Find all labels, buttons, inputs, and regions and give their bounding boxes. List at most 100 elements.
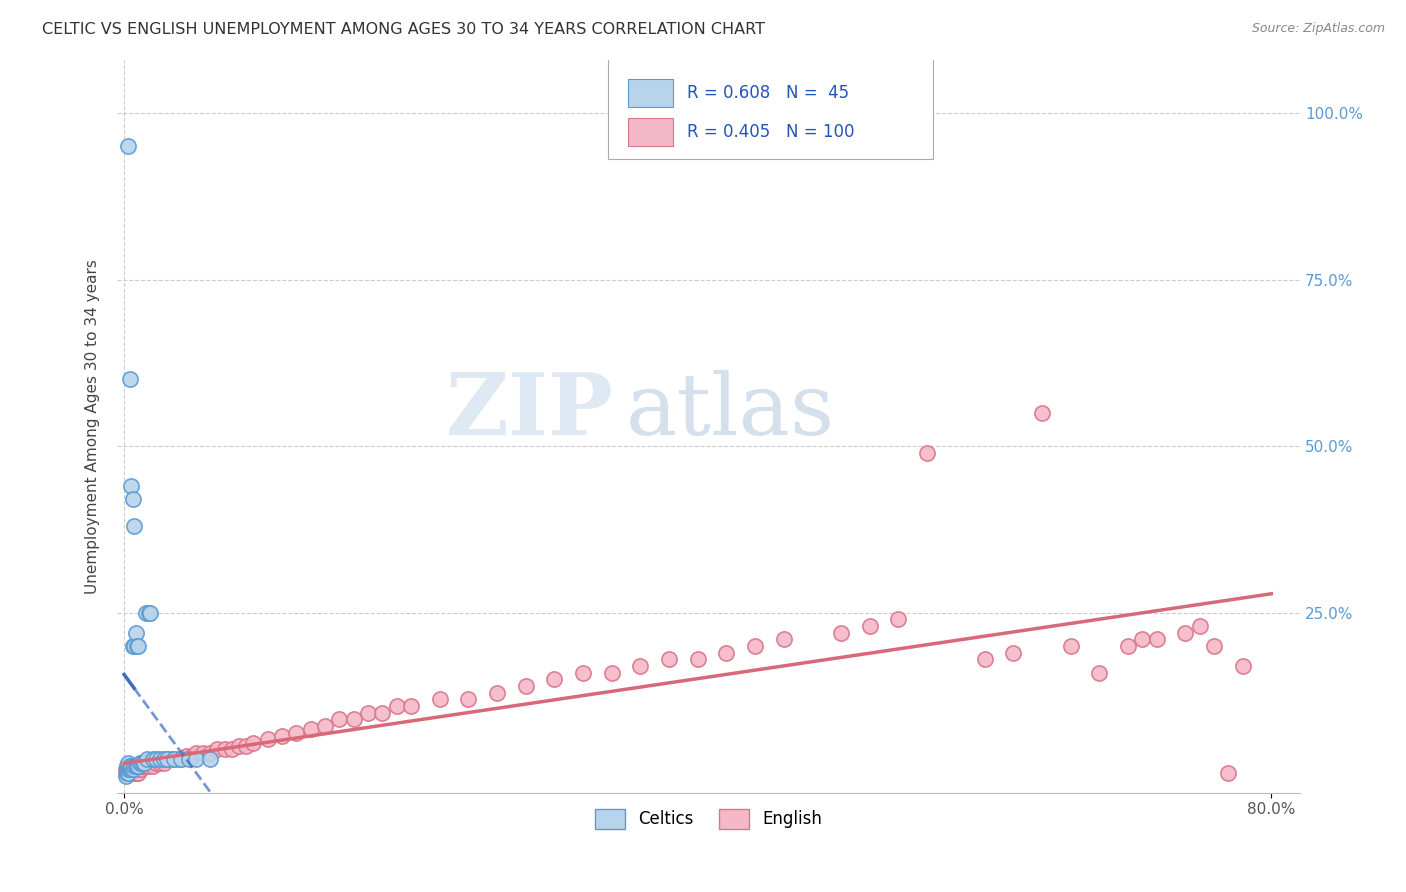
Point <box>153 756 176 770</box>
Point <box>180 749 202 764</box>
Bar <box>628 119 673 146</box>
Text: Source: ZipAtlas.com: Source: ZipAtlas.com <box>1251 22 1385 36</box>
Point <box>120 765 142 780</box>
Point <box>118 759 141 773</box>
Point <box>121 762 143 776</box>
Point <box>120 759 142 773</box>
Point <box>131 756 153 770</box>
Point <box>156 752 179 766</box>
Point <box>543 673 565 687</box>
Point <box>686 652 709 666</box>
Point <box>127 759 149 773</box>
Point <box>114 765 136 780</box>
Point <box>117 765 139 780</box>
Point <box>184 746 207 760</box>
Point <box>149 756 172 770</box>
Point <box>156 752 179 766</box>
Point <box>242 736 264 750</box>
Point <box>342 712 364 726</box>
Point <box>1188 619 1211 633</box>
Text: CELTIC VS ENGLISH UNEMPLOYMENT AMONG AGES 30 TO 34 YEARS CORRELATION CHART: CELTIC VS ENGLISH UNEMPLOYMENT AMONG AGE… <box>42 22 765 37</box>
Point <box>1232 659 1254 673</box>
Point <box>124 625 146 640</box>
Point <box>117 759 139 773</box>
Point <box>153 752 176 766</box>
Point <box>357 706 380 720</box>
Text: atlas: atlas <box>626 370 835 453</box>
Point <box>115 759 138 773</box>
Point <box>572 665 595 680</box>
Point <box>1031 406 1053 420</box>
Point <box>127 639 149 653</box>
Point <box>485 686 508 700</box>
Point <box>138 759 160 773</box>
Point <box>115 762 138 776</box>
Point <box>1146 632 1168 647</box>
Point <box>145 752 167 766</box>
Text: R = 0.405   N = 100: R = 0.405 N = 100 <box>688 123 855 142</box>
Point <box>177 752 200 766</box>
Point <box>221 742 243 756</box>
Point <box>600 665 623 680</box>
Point <box>122 759 145 773</box>
Point <box>859 619 882 633</box>
Point <box>115 762 138 776</box>
Point <box>139 756 162 770</box>
Point <box>122 762 145 776</box>
Point <box>117 756 139 770</box>
Point <box>235 739 257 753</box>
Point <box>174 749 197 764</box>
Point <box>142 752 165 766</box>
Point <box>658 652 681 666</box>
Point <box>132 756 155 770</box>
Point <box>125 759 148 773</box>
Point <box>136 752 159 766</box>
Point <box>118 762 141 776</box>
Point <box>314 719 336 733</box>
Point <box>184 752 207 766</box>
Point <box>115 765 138 780</box>
Point <box>457 692 479 706</box>
Point <box>120 762 142 776</box>
Point <box>134 759 156 773</box>
Point <box>1218 765 1240 780</box>
Point <box>118 764 141 779</box>
Point <box>117 765 139 780</box>
Point <box>121 762 143 776</box>
Point <box>228 739 250 753</box>
Point <box>887 612 910 626</box>
Point <box>125 765 148 780</box>
Point <box>328 712 350 726</box>
Point <box>772 632 794 647</box>
Point <box>163 752 186 766</box>
Point <box>198 752 221 766</box>
Point <box>127 765 149 780</box>
Point <box>115 759 138 773</box>
Y-axis label: Unemployment Among Ages 30 to 34 years: Unemployment Among Ages 30 to 34 years <box>86 259 100 593</box>
Point <box>122 519 145 533</box>
Point <box>132 759 155 773</box>
Point <box>145 756 167 770</box>
Point <box>117 759 139 773</box>
Point <box>973 652 995 666</box>
Point <box>124 765 146 780</box>
Point <box>142 759 165 773</box>
Point <box>139 606 162 620</box>
Point <box>1174 625 1197 640</box>
Point <box>135 606 157 620</box>
Point <box>121 764 143 779</box>
Point <box>515 679 537 693</box>
Bar <box>628 78 673 107</box>
Point <box>124 759 146 773</box>
Point <box>207 742 229 756</box>
Text: ZIP: ZIP <box>446 369 614 453</box>
Point <box>628 659 651 673</box>
Point <box>385 699 408 714</box>
FancyBboxPatch shape <box>607 53 934 159</box>
Point <box>120 759 142 773</box>
Point <box>117 762 139 776</box>
Point <box>117 764 139 779</box>
Point <box>716 646 738 660</box>
Point <box>214 742 236 756</box>
Text: R = 0.608   N =  45: R = 0.608 N = 45 <box>688 84 849 102</box>
